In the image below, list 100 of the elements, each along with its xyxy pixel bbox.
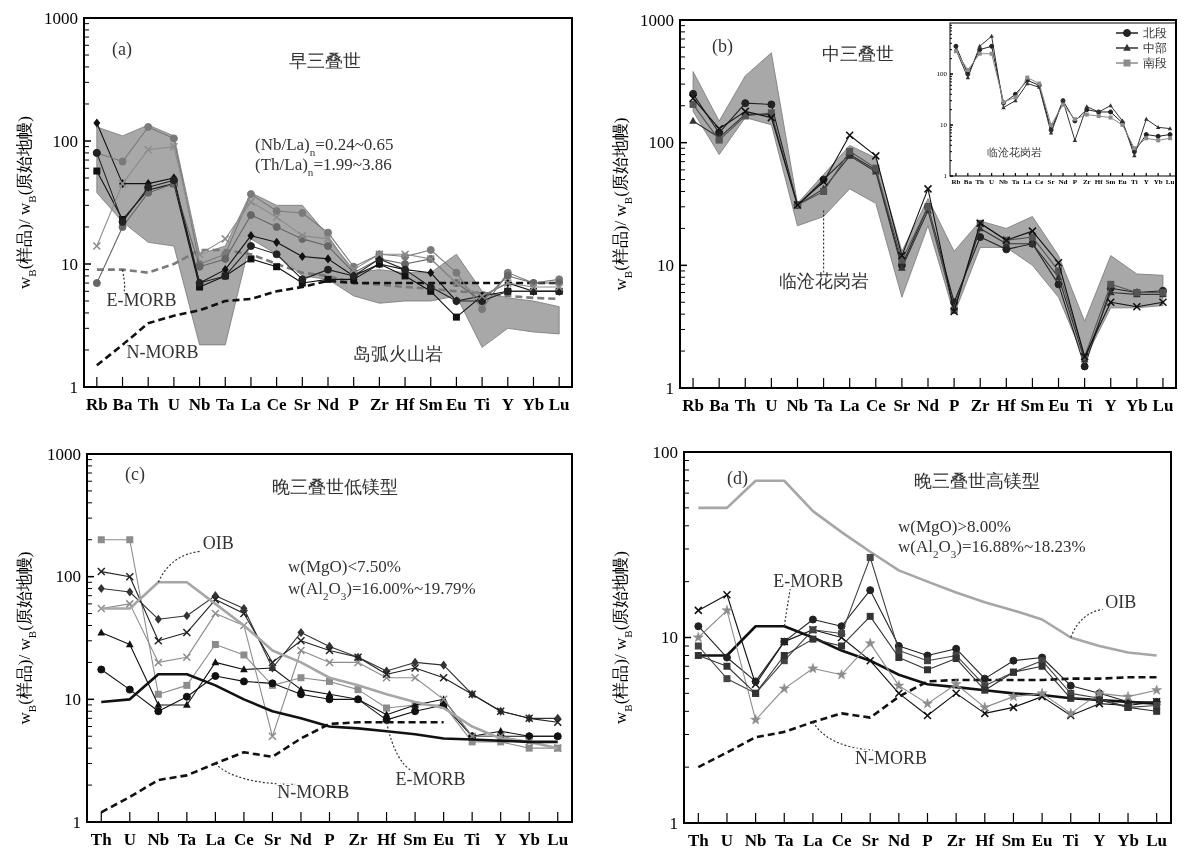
annotation: (Th/La)$_{n}$=1.99~3.86 xyxy=(255,155,392,178)
x-tick-label: U xyxy=(167,395,181,414)
x-tick-label: Ba xyxy=(709,396,730,415)
y-tick-label: 1000 xyxy=(640,10,674,30)
y-tick-label: 10 xyxy=(64,689,81,709)
x-tick-label: Zr xyxy=(369,395,390,414)
x-tick-label: Eu xyxy=(1031,831,1053,850)
annotation: 晚三叠世低镁型 xyxy=(272,477,398,497)
x-tick-label: La xyxy=(241,395,262,414)
x-tick-label: Sm xyxy=(403,830,427,849)
x-tick-label: Th xyxy=(734,396,757,415)
x-tick-label: Th xyxy=(137,395,160,414)
x-tick-label: Yb xyxy=(1117,831,1139,850)
x-tick-label: Zr xyxy=(348,830,368,849)
annotation: 岛弧火山岩 xyxy=(353,344,443,364)
annotation: OIB xyxy=(1105,591,1137,612)
x-tick-label: P xyxy=(922,831,933,850)
legend-label: 南段 xyxy=(1143,56,1167,70)
annotation: 早三叠世 xyxy=(289,51,361,71)
x-tick-label: Y xyxy=(1104,396,1117,415)
x-tick-label: Eu xyxy=(446,395,467,414)
x-tick-label: Sr xyxy=(861,831,880,850)
y-tick-label: 10 xyxy=(61,254,78,274)
annotation: (b) xyxy=(712,36,733,57)
x-tick-label: P xyxy=(324,830,335,849)
x-tick-label: La xyxy=(839,396,861,415)
y-tick-label: 100 xyxy=(652,442,678,462)
annotation: 中三叠世 xyxy=(822,44,894,64)
x-tick-label: Ba xyxy=(112,395,133,414)
annotation: E-MORB xyxy=(106,289,177,310)
annotation: 临沧花岗岩 xyxy=(986,146,1042,158)
x-tick-label: Nb xyxy=(786,396,809,415)
x-tick-label: Sr xyxy=(893,396,911,415)
y-tick-label: 100 xyxy=(55,567,81,587)
x-tick-label: Hf xyxy=(996,396,1017,415)
y-tick-label: 10 xyxy=(661,628,678,647)
annotation: w(Al$_{2}$O$_{3}$)=16.88%~18.23% xyxy=(898,537,1086,560)
x-tick-label: Sr xyxy=(263,830,282,849)
x-tick-label: Sm xyxy=(1020,396,1045,415)
annotation: OIB xyxy=(202,533,234,554)
annotation: 晚三叠世高镁型 xyxy=(914,471,1040,491)
x-tick-label: P xyxy=(348,395,359,414)
y-tick-label: 1 xyxy=(72,812,81,832)
x-tick-label: Sm xyxy=(1001,831,1026,850)
x-tick-label: Hf xyxy=(975,831,995,850)
x-tick-label: Ce xyxy=(831,831,852,850)
x-tick-label: U xyxy=(123,830,136,849)
legend-label: 中部 xyxy=(1143,41,1167,55)
x-tick-label: Nb xyxy=(188,395,211,414)
x-tick-label: Ce xyxy=(865,396,887,415)
x-tick-label: Ta xyxy=(775,831,794,850)
annotation: (c) xyxy=(125,464,145,485)
x-tick-label: Hf xyxy=(395,395,415,414)
x-tick-label: Zr xyxy=(946,831,967,850)
x-tick-label: Y xyxy=(494,830,507,849)
y-tick-label: 100 xyxy=(52,131,78,151)
annotation: w(MgO)<7.50% xyxy=(288,557,401,576)
x-tick-label: Th xyxy=(687,831,710,850)
x-tick-label: Yb xyxy=(1125,396,1148,415)
y-tick-label: 1 xyxy=(69,377,78,397)
legend-label: 北段 xyxy=(1143,26,1167,40)
x-tick-label: U xyxy=(720,831,734,850)
x-tick-label: P xyxy=(948,396,960,415)
annotation: (Nb/La)$_{n}$=0.24~0.65 xyxy=(255,135,394,158)
x-tick-label: U xyxy=(765,396,778,415)
x-tick-label: Lu xyxy=(1152,396,1174,415)
y-tick-label: 1 xyxy=(669,813,678,833)
x-tick-label: Ta xyxy=(177,830,197,849)
annotation: (d) xyxy=(727,468,748,489)
x-tick-label: Rb xyxy=(682,396,704,415)
x-tick-label: Ta xyxy=(216,395,235,414)
annotation: (a) xyxy=(112,39,132,60)
x-tick-label: La xyxy=(802,831,824,850)
annotation: 临沧花岗岩 xyxy=(778,271,869,292)
x-tick-label: Rb xyxy=(85,395,108,414)
x-tick-label: Sr xyxy=(293,395,312,414)
x-tick-label: Zr xyxy=(970,396,991,415)
x-tick-label: Hf xyxy=(377,830,397,849)
y-tick-label: 1 xyxy=(665,378,674,398)
annotation: N-MORB xyxy=(277,782,350,803)
x-tick-label: Nb xyxy=(147,830,170,849)
annotation: w(Al$_{2}$O$_{3}$)=16.00%~19.79% xyxy=(288,579,476,602)
x-tick-label: Ti xyxy=(474,395,491,414)
x-tick-label: Sm xyxy=(418,395,443,414)
x-tick-label: Yb xyxy=(518,830,541,849)
annotation: E-MORB xyxy=(773,571,844,592)
x-tick-label: Y xyxy=(1093,831,1106,850)
x-tick-label: Nd xyxy=(290,830,313,849)
x-tick-label: Lu xyxy=(547,830,569,849)
y-tick-label: 100 xyxy=(648,133,674,153)
x-tick-label: Nd xyxy=(317,395,340,414)
x-tick-label: Ce xyxy=(266,395,287,414)
y-tick-label: 1000 xyxy=(47,444,81,464)
x-tick-label: Eu xyxy=(1048,396,1069,415)
x-tick-label: Eu xyxy=(433,830,455,849)
x-tick-label: Ti xyxy=(1076,396,1093,415)
annotation: N-MORB xyxy=(126,341,199,362)
x-tick-label: Th xyxy=(90,830,113,849)
x-tick-label: Ti xyxy=(464,830,481,849)
annotation: w(MgO)>8.00% xyxy=(898,517,1011,536)
